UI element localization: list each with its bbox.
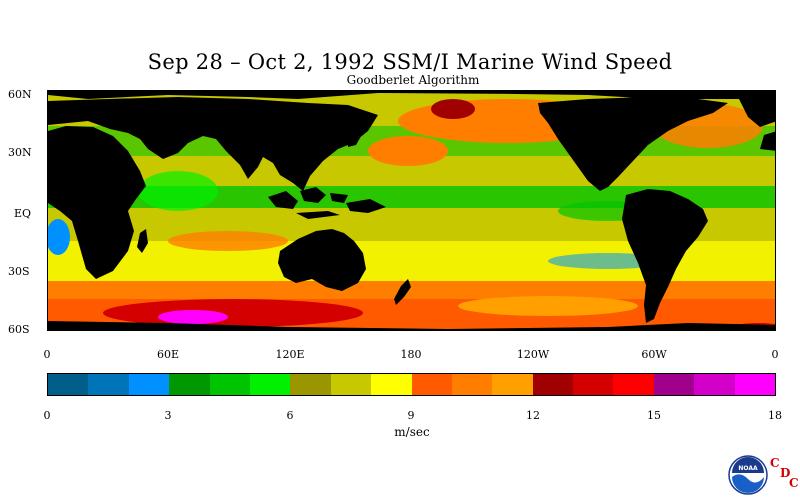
lon-label-120w: 120W <box>516 348 550 361</box>
land-japan <box>348 127 364 147</box>
land-madagascar <box>137 229 148 253</box>
colorbar-tick-12: 12 <box>526 409 540 422</box>
colorbar-swatch-9 <box>411 374 452 395</box>
lat-label-60s: 60S <box>8 323 30 336</box>
lon-label-0-right: 0 <box>771 348 779 361</box>
lon-label-0: 0 <box>43 348 51 361</box>
lat-label-eq: EQ <box>14 207 32 220</box>
colorbar-tick-0: 0 <box>43 409 51 422</box>
wind-peak-north-pacific <box>431 99 475 119</box>
logo-letter-c1: C <box>770 456 780 470</box>
wind-band-south-midlat <box>48 281 775 301</box>
colorbar-swatch-16 <box>694 374 735 395</box>
land-north-america <box>538 97 728 191</box>
colorbar-swatch-3 <box>169 374 210 395</box>
wind-low-south-atlantic <box>48 219 70 255</box>
land-europe-edge <box>760 131 775 151</box>
colorbar-swatch-5 <box>249 374 291 395</box>
land-arctic <box>48 91 775 99</box>
wind-speed-map <box>47 90 776 331</box>
colorbar-swatch-7 <box>330 374 372 395</box>
wind-max-west-pacific <box>368 136 448 166</box>
colorbar-swatch-17 <box>734 374 776 395</box>
colorbar-tick-3: 3 <box>164 409 172 422</box>
colorbar-tick-15: 15 <box>647 409 661 422</box>
noaa-logo: NOAA <box>728 455 768 499</box>
lon-label-60e: 60E <box>156 348 180 361</box>
lat-label-30n: 30N <box>8 146 32 159</box>
land-indonesia <box>268 187 386 219</box>
land-eurasia <box>48 97 378 191</box>
lon-label-60w: 60W <box>641 348 667 361</box>
wind-arabian-sea <box>138 171 218 211</box>
lat-label-60n: 60N <box>8 88 32 101</box>
land-new-zealand <box>394 279 411 305</box>
colorbar-swatch-14 <box>613 374 654 395</box>
wind-max-south-pacific <box>458 296 638 316</box>
colorbar <box>47 373 776 396</box>
colorbar-swatch-15 <box>653 374 695 395</box>
colorbar-swatch-10 <box>451 374 493 395</box>
land-africa <box>48 126 146 279</box>
colorbar-swatch-1 <box>88 374 129 395</box>
land-australia <box>278 229 366 291</box>
colorbar-swatch-4 <box>209 374 250 395</box>
map-title: Sep 28 – Oct 2, 1992 SSM/I Marine Wind S… <box>147 50 673 74</box>
map-subtitle: Goodberlet Algorithm <box>346 73 480 87</box>
colorbar-swatch-13 <box>573 374 614 395</box>
logo-letter-d: D <box>780 466 791 480</box>
colorbar-tick-9: 9 <box>407 409 415 422</box>
colorbar-swatch-0 <box>48 374 89 395</box>
logo-text: NOAA <box>738 465 758 472</box>
land-antarctica <box>48 321 775 330</box>
colorbar-swatch-2 <box>128 374 170 395</box>
lon-label-120e: 120E <box>275 348 305 361</box>
colorbar-swatch-8 <box>371 374 412 395</box>
land-south-america <box>622 189 708 323</box>
wind-peak-south-indian <box>158 310 228 324</box>
land-masses <box>48 91 775 330</box>
colorbar-swatch-6 <box>290 374 331 395</box>
colorbar-tick-18: 18 <box>768 409 782 422</box>
logo-letter-c2: C <box>789 476 799 490</box>
colorbar-units: m/sec <box>394 425 430 439</box>
land-greenland <box>738 95 775 127</box>
colorbar-tick-6: 6 <box>286 409 294 422</box>
lon-label-180: 180 <box>400 348 422 361</box>
wind-south-indian-trades <box>168 231 288 251</box>
colorbar-swatch-12 <box>532 374 574 395</box>
lat-label-30s: 30S <box>8 265 30 278</box>
colorbar-swatch-11 <box>492 374 533 395</box>
